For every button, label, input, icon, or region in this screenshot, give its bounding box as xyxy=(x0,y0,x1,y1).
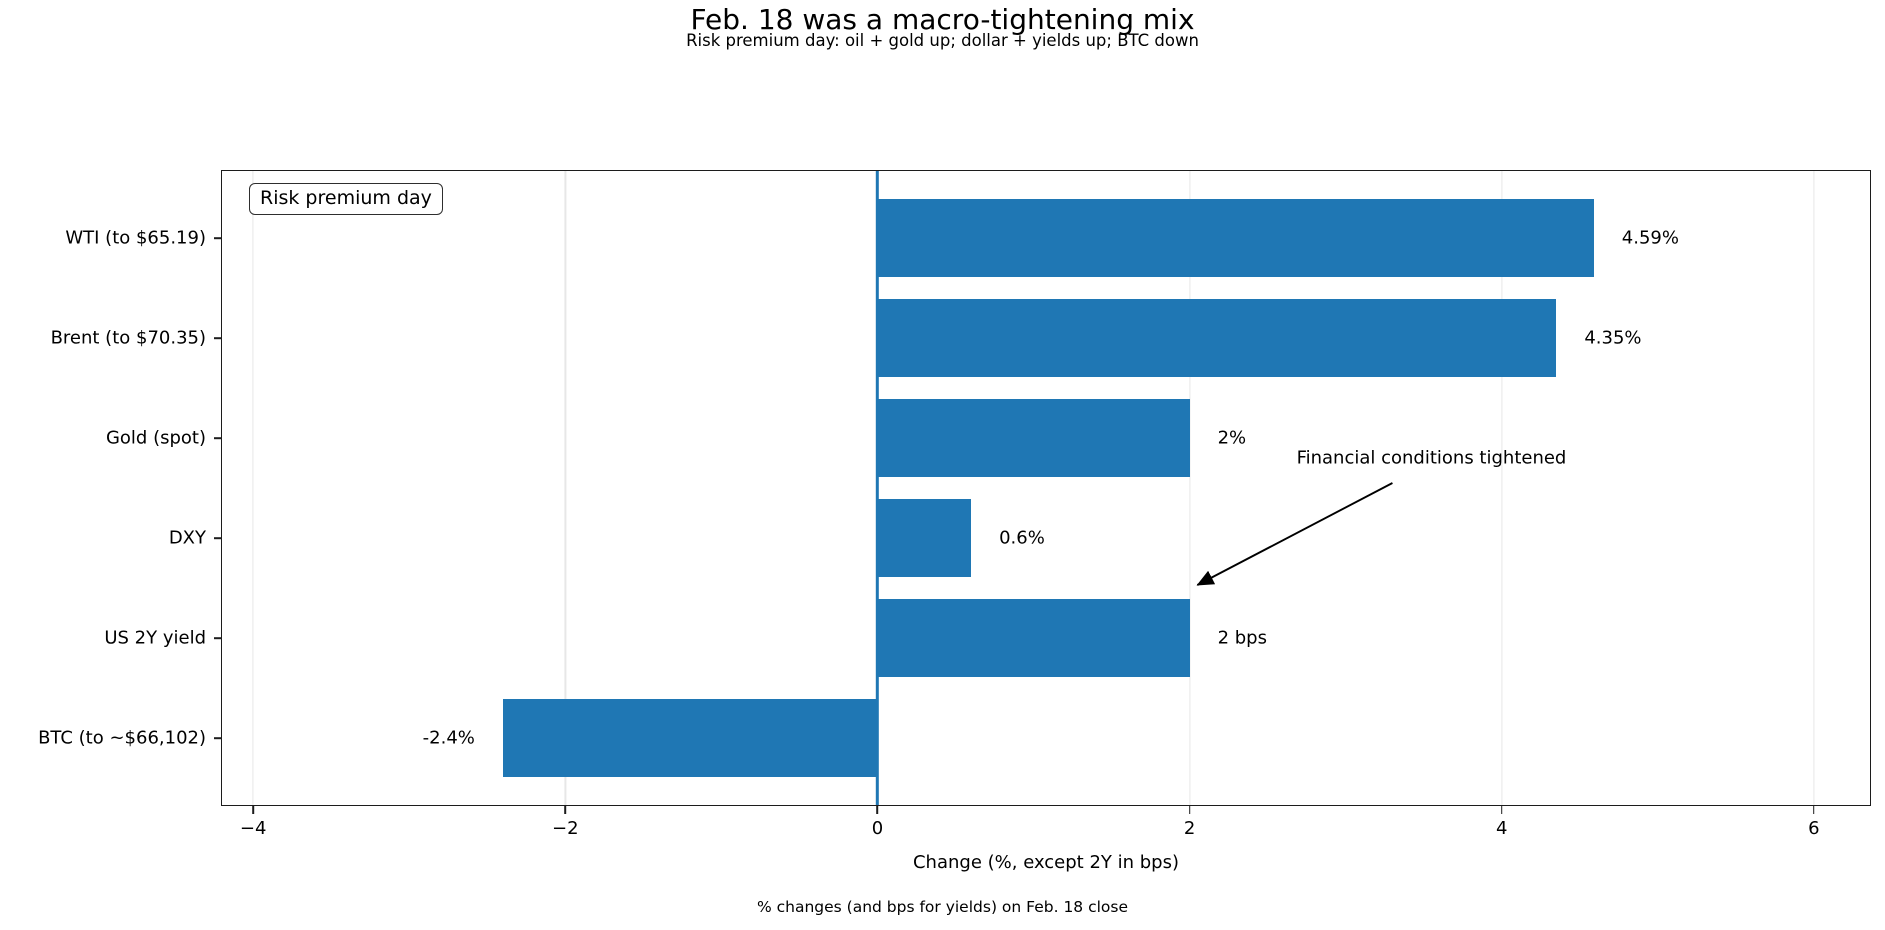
gridline-x-2 xyxy=(1188,171,1191,805)
bar-wti-to-65-19 xyxy=(877,199,1594,277)
figure-caption: % changes (and bps for yields) on Feb. 1… xyxy=(756,898,1129,916)
xtick-mark-4 xyxy=(1500,806,1503,814)
value-label-dxy: 0.6% xyxy=(999,527,1045,549)
xtick-label--4: −4 xyxy=(239,818,267,839)
chart-title: Feb. 18 was a macro-tightening mix xyxy=(690,3,1195,36)
ytick-mark xyxy=(214,637,222,639)
gridline-x--2 xyxy=(564,171,566,805)
xtick-mark-2 xyxy=(1188,806,1191,814)
zero-reference-line xyxy=(876,171,879,805)
ytick-label-dxy: DXY xyxy=(168,527,206,549)
chart-subtitle: Risk premium day: oil + gold up; dollar … xyxy=(686,31,1199,50)
ytick-label-brent-to-70-35: Brent (to $70.35) xyxy=(50,327,206,349)
annotation-text: Financial conditions tightened xyxy=(1296,447,1567,469)
bar-dxy xyxy=(877,499,972,577)
ytick-label-wti-to-65-19: WTI (to $65.19) xyxy=(65,227,206,249)
ytick-mark xyxy=(214,237,222,239)
bar-btc-to-66-102 xyxy=(502,699,878,777)
xtick-label-2: 2 xyxy=(1183,818,1196,839)
ytick-mark xyxy=(214,337,222,339)
x-axis-label: Change (%, except 2Y in bps) xyxy=(912,852,1180,873)
value-label-gold-spot: 2% xyxy=(1217,427,1247,449)
ytick-mark xyxy=(214,537,222,539)
ytick-mark xyxy=(214,737,222,739)
ytick-label-gold-spot: Gold (spot) xyxy=(105,427,206,449)
xtick-label-6: 6 xyxy=(1808,818,1820,839)
bar-brent-to-70-35 xyxy=(877,299,1557,377)
ytick-label-btc-to-66-102: BTC (to ~$66,102) xyxy=(38,727,206,749)
bar-gold-spot xyxy=(877,399,1190,477)
value-label-wti-to-65-19: 4.59% xyxy=(1621,227,1679,249)
xtick-mark-6 xyxy=(1813,806,1815,814)
ytick-mark xyxy=(214,437,222,439)
value-label-us-2y-yield: 2 bps xyxy=(1217,627,1267,649)
xtick-label-0: 0 xyxy=(871,818,884,839)
legend-risk-premium-day: Risk premium day xyxy=(249,183,443,215)
xtick-label-4: 4 xyxy=(1495,818,1508,839)
gridline-x-4 xyxy=(1501,171,1503,805)
value-label-brent-to-70-35: 4.35% xyxy=(1584,327,1642,349)
plot-area: Risk premium day Financial conditions ti… xyxy=(221,170,1871,806)
xtick-label--2: −2 xyxy=(552,818,579,839)
bar-us-2y-yield xyxy=(877,599,1190,677)
ytick-label-us-2y-yield: US 2Y yield xyxy=(104,627,206,649)
xtick-mark-0 xyxy=(876,806,879,814)
gridline-x--4 xyxy=(252,171,254,805)
xtick-mark--2 xyxy=(564,806,567,814)
xtick-mark--4 xyxy=(252,806,254,814)
gridline-x-6 xyxy=(1813,171,1815,805)
value-label-btc-to-66-102: -2.4% xyxy=(422,727,475,749)
